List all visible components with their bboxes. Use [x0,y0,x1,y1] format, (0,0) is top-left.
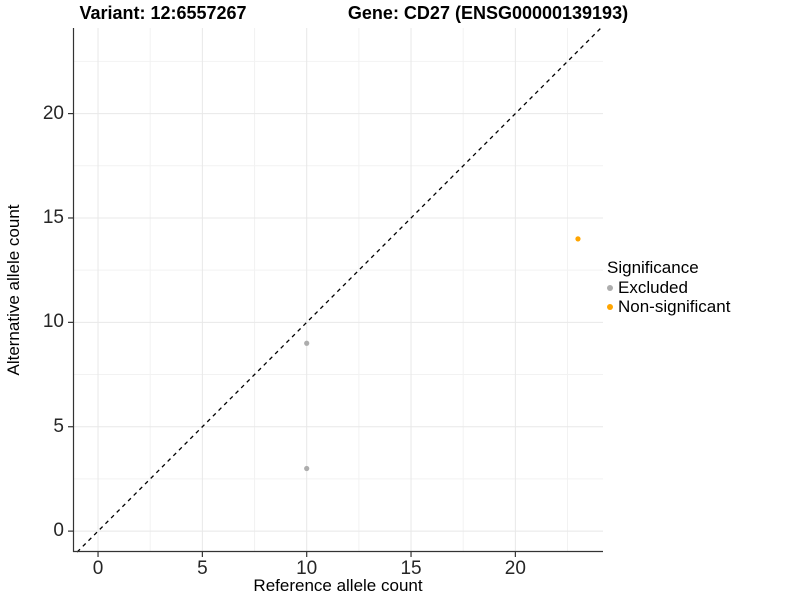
plot-svg [68,27,603,557]
y-tick-label: 10 [42,311,64,333]
data-point-non-significant [575,236,581,242]
legend-item-non-significant: Non-significant [607,297,731,316]
x-axis-title: Reference allele count [253,576,423,595]
plot-title-gene: Gene: CD27 (ENSG00000139193) [347,3,629,23]
identity-line [76,27,602,553]
y-tick-label: 5 [53,415,64,437]
excluded-dot-icon [607,285,613,291]
non-significant-dot-icon [607,304,613,310]
y-tick-label: 0 [53,520,64,542]
data-point-excluded [304,465,310,472]
legend-item-label: Non-significant [618,297,731,316]
x-tick-label: 10 [296,558,318,579]
plot-panel [68,27,603,557]
x-tick-label: 0 [92,558,104,579]
y-tick-label: 20 [42,102,64,124]
plot-title-variant: Variant: 12:6557267 [79,3,247,23]
legend-item-excluded: Excluded [607,278,730,297]
y-axis-title: Alternative allele count [4,204,23,376]
x-tick-label: 20 [504,558,526,579]
legend: Significance Excluded Non-significant [607,258,730,316]
legend-item-label: Excluded [618,278,688,297]
x-tick-label: 15 [400,558,422,579]
y-tick-label: 15 [42,206,64,228]
data-point-excluded [304,340,310,346]
legend-title: Significance [607,258,699,277]
x-tick-label: 5 [197,558,208,579]
